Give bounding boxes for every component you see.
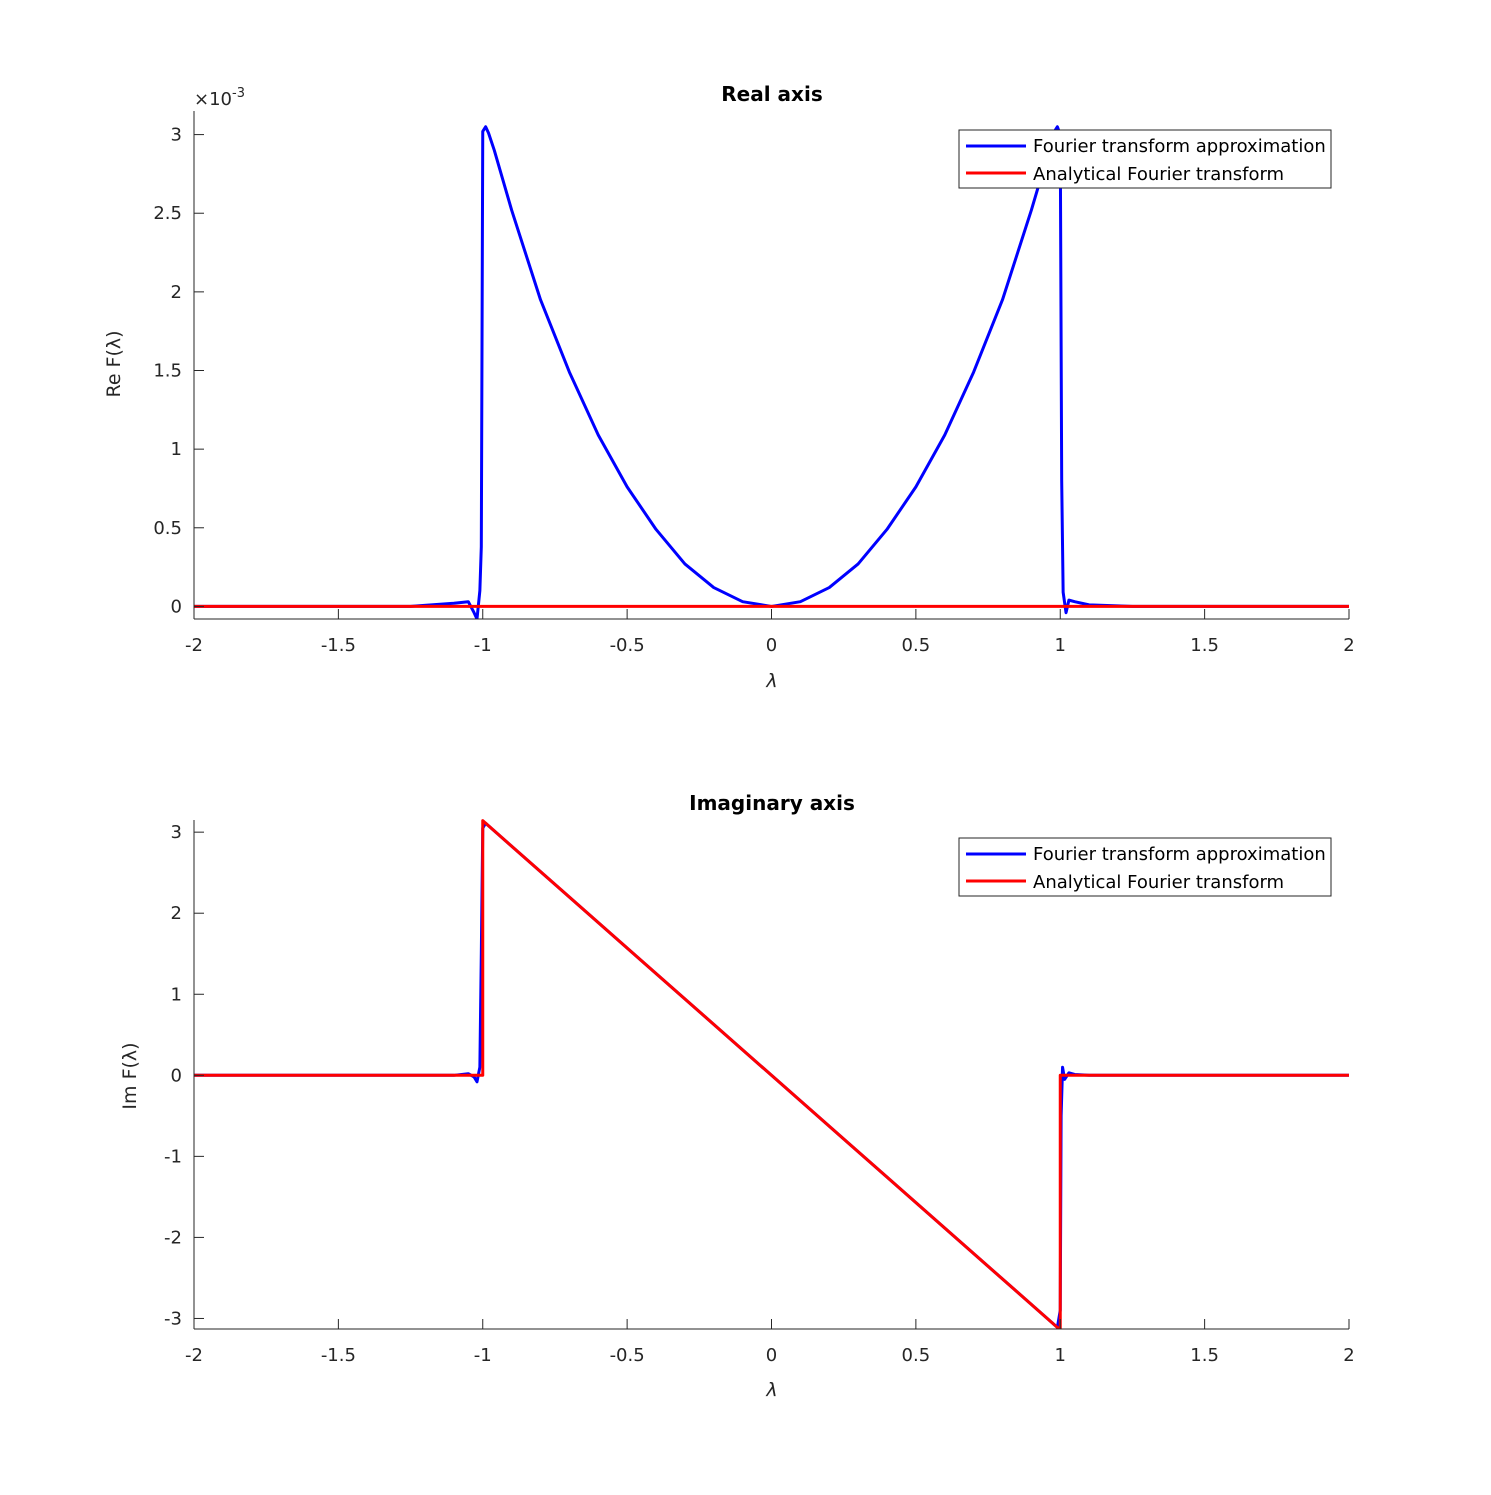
chart-imag-xticks: -2 -1.5 -1 -0.5 0 0.5 1 1.5 2: [185, 1319, 1355, 1366]
chart-imag-ylabel: Im F(λ): [119, 1042, 141, 1109]
chart-real-ytick-exponent: ×10-3: [194, 86, 245, 110]
x-tick-label: -0.5: [610, 1345, 645, 1366]
series-line-analytical: [194, 819, 1349, 1329]
y-tick-label: 0.5: [153, 518, 182, 539]
x-tick-label: 2: [1343, 635, 1354, 656]
legend-label-approximation: Fourier transform approximation: [1033, 136, 1326, 157]
legend-label-approximation: Fourier transform approximation: [1033, 844, 1326, 865]
y-tick-label: 1.5: [153, 361, 182, 382]
x-tick-label: -1: [474, 635, 492, 656]
x-tick-label: 0: [766, 1345, 777, 1366]
ytick-exponent: -3: [232, 86, 245, 101]
chart-real: Real axis -2 -1.5 -1 -0.5 0 0.5 1 1.5 2 0 0.5 1 1.5…: [103, 82, 1355, 692]
chart-real-legend: Fourier transform approximation Analytic…: [958, 129, 1332, 189]
chart-imag-title: Imaginary axis: [689, 791, 855, 815]
ytick-multiplier: ×10: [194, 89, 232, 110]
legend-box: [958, 129, 1332, 189]
x-tick-label: 2: [1343, 1345, 1354, 1366]
x-tick-label: -0.5: [610, 635, 645, 656]
chart-imag-yticks: -3 -2 -1 0 1 2 3: [164, 822, 204, 1329]
y-tick-label: -3: [164, 1308, 182, 1329]
y-tick-label: 2.5: [153, 203, 182, 224]
chart-imag-legend: Fourier transform approximation Analytic…: [958, 837, 1332, 897]
chart-real-xticks: -2 -1.5 -1 -0.5 0 0.5 1 1.5 2: [185, 609, 1355, 656]
x-tick-label: -1: [474, 1345, 492, 1366]
chart-real-ylabel: Re F(λ): [103, 330, 125, 397]
y-tick-label: 2: [171, 282, 182, 303]
x-tick-label: 1: [1055, 1345, 1066, 1366]
y-tick-label: 0: [171, 1065, 182, 1086]
x-tick-label: -2: [185, 1345, 203, 1366]
y-tick-label: 3: [171, 125, 182, 146]
svg-text:×10-3: ×10-3: [194, 86, 245, 110]
x-tick-label: 1.5: [1190, 1345, 1219, 1366]
chart-real-xlabel: λ: [765, 670, 777, 692]
y-tick-label: -1: [164, 1146, 182, 1167]
y-tick-label: 1: [171, 439, 182, 460]
chart-real-series-layer: [194, 125, 1349, 619]
legend-label-analytical: Analytical Fourier transform: [1033, 872, 1284, 893]
x-tick-label: 1: [1055, 635, 1066, 656]
chart-real-title: Real axis: [721, 82, 822, 106]
y-tick-label: 0: [171, 596, 182, 617]
y-tick-label: 1: [171, 984, 182, 1005]
x-tick-label: 0.5: [902, 1345, 931, 1366]
chart-imag-series-layer: [194, 819, 1349, 1329]
legend-label-analytical: Analytical Fourier transform: [1033, 164, 1284, 185]
y-tick-label: 2: [171, 903, 182, 924]
y-tick-label: -2: [164, 1227, 182, 1248]
x-tick-label: 1.5: [1190, 635, 1219, 656]
y-tick-label: 3: [171, 822, 182, 843]
chart-imag: Imaginary axis -2 -1.5 -1 -0.5 0 0.5 1 1.5 2 -3-…: [119, 791, 1355, 1401]
legend-box: [958, 837, 1332, 897]
x-tick-label: 0.5: [902, 635, 931, 656]
x-tick-label: 0: [766, 635, 777, 656]
x-tick-label: -1.5: [321, 635, 356, 656]
x-tick-label: -1.5: [321, 1345, 356, 1366]
x-tick-label: -2: [185, 635, 203, 656]
chart-real-yticks: 0 0.5 1 1.5 2 2.5 3: [153, 125, 204, 617]
chart-imag-xlabel: λ: [765, 1379, 777, 1401]
